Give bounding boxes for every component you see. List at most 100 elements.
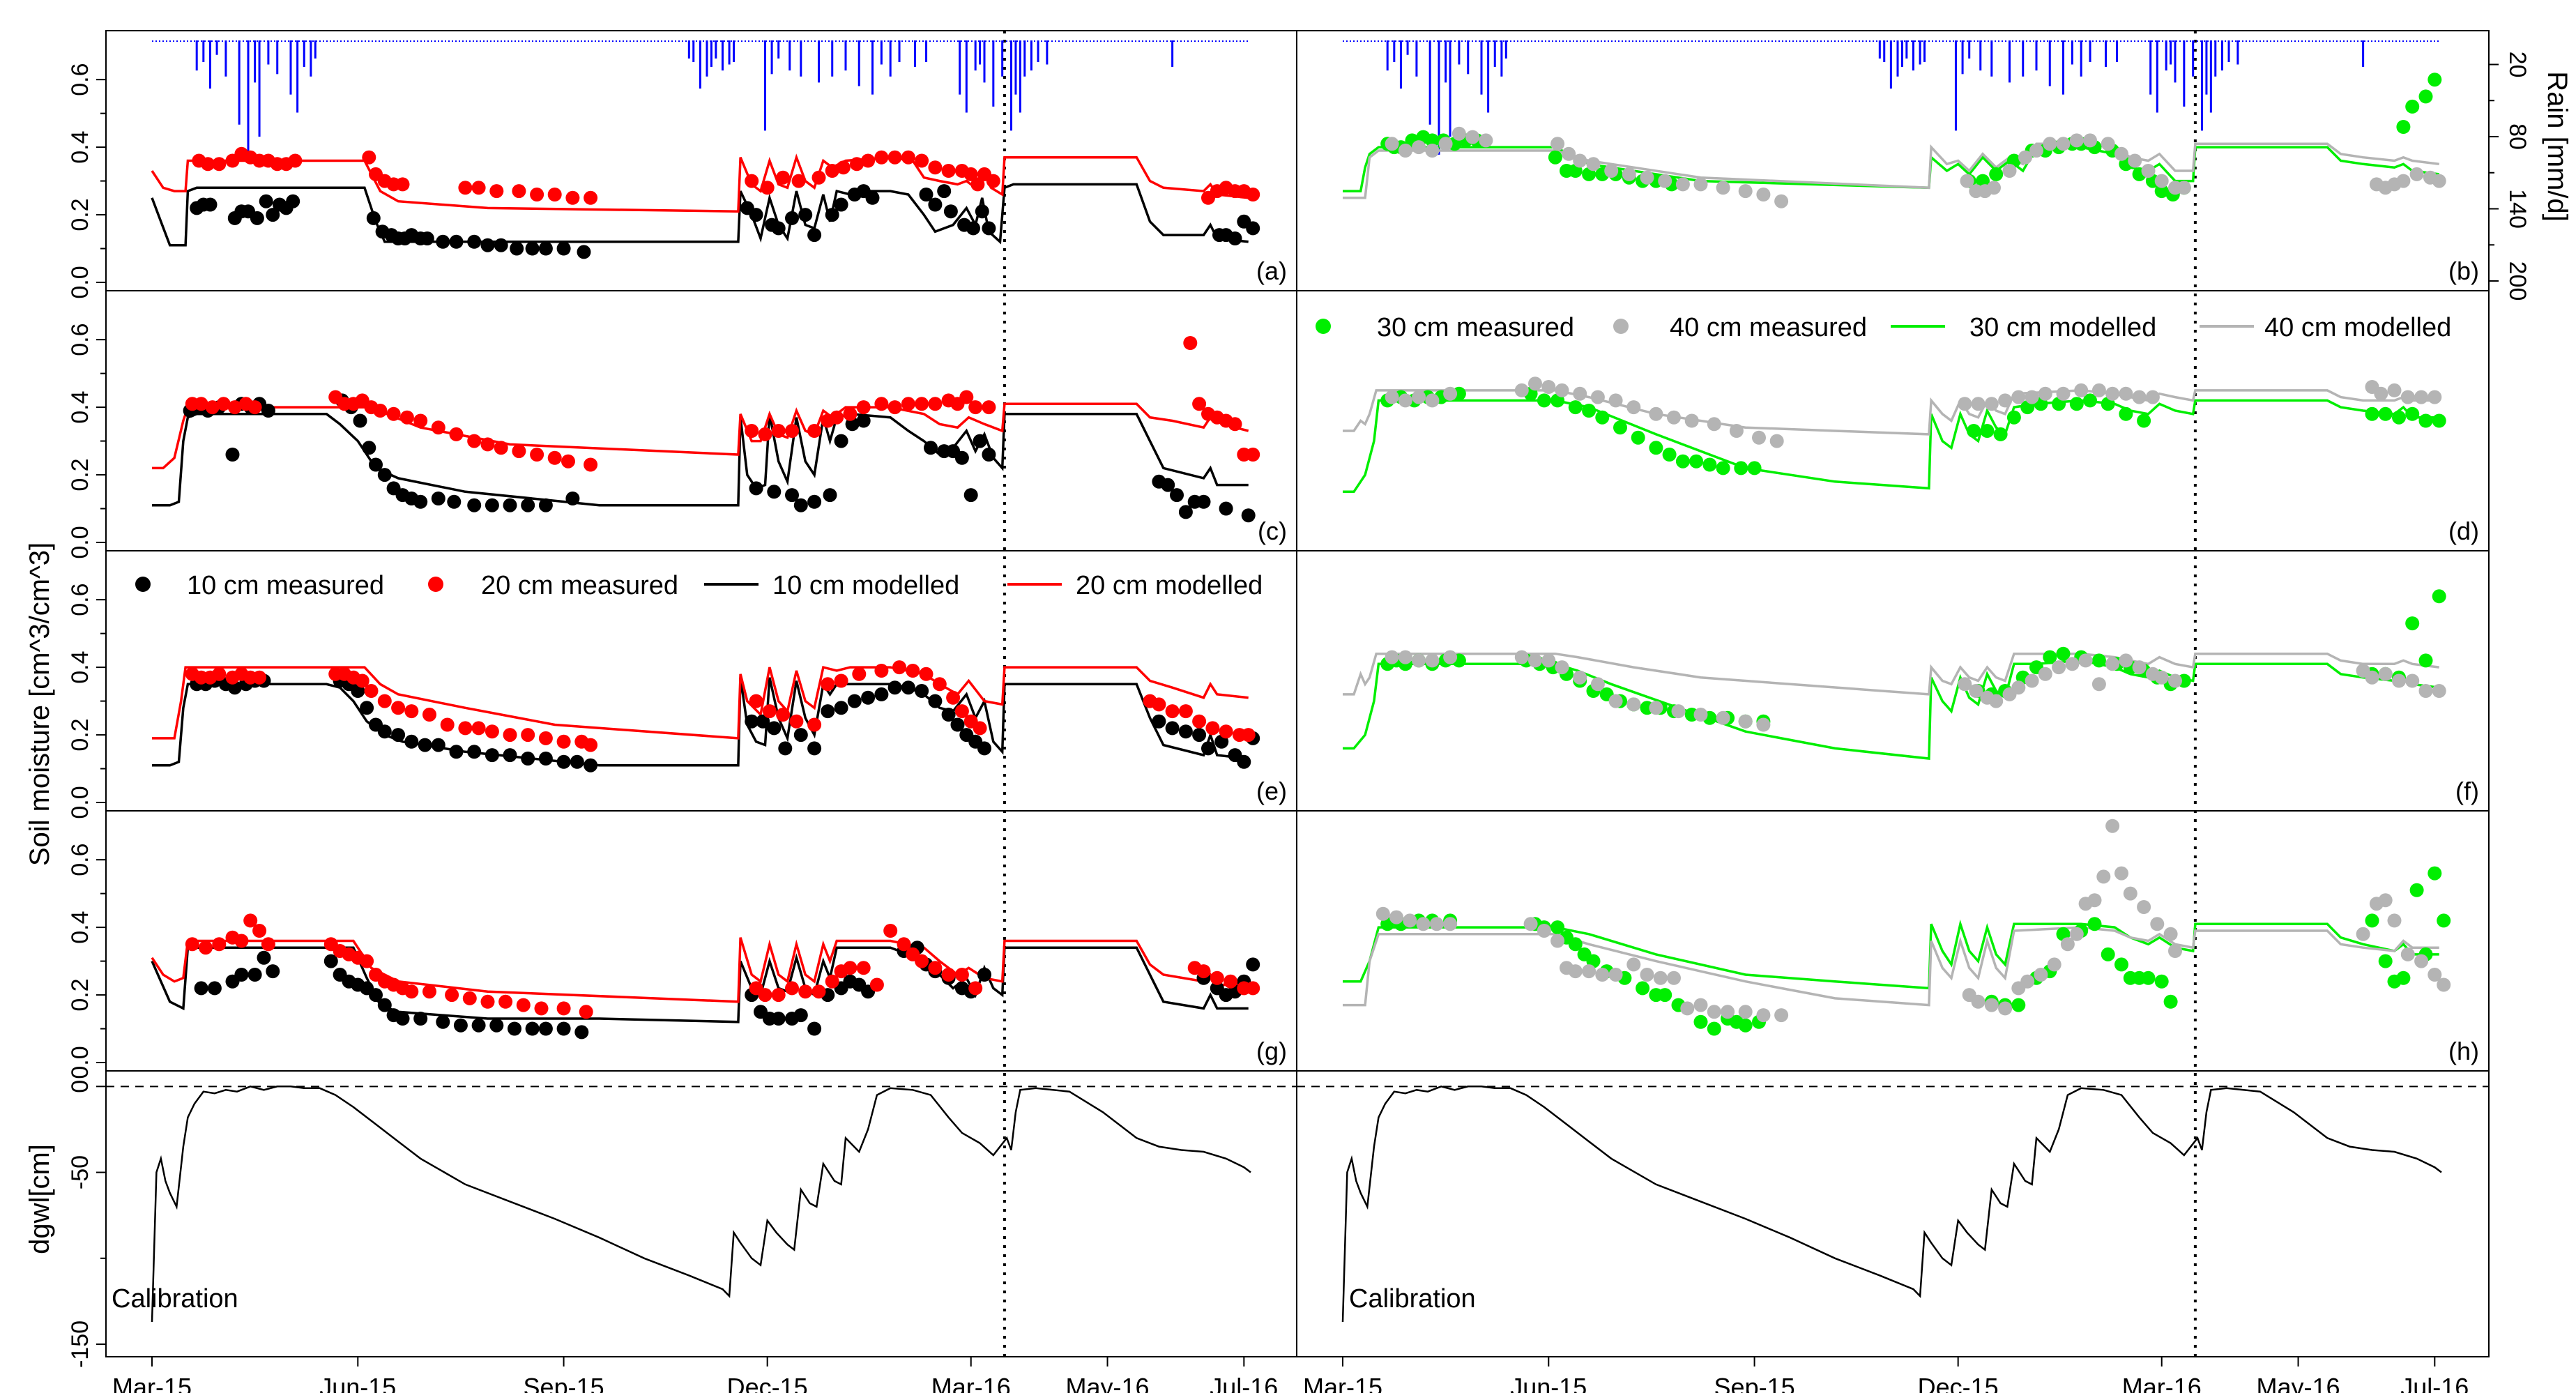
point-20-cm-measured: [901, 397, 915, 411]
point-10-cm-measured: [521, 498, 535, 512]
line-10-cm-modelled: [152, 413, 1249, 507]
point-40-cm-measured: [2087, 893, 2102, 908]
point-40-cm-measured: [2374, 386, 2388, 401]
point-20-cm-measured: [534, 1001, 549, 1016]
point-30-cm-measured: [2432, 413, 2446, 428]
point-30-cm-measured: [2091, 653, 2106, 668]
point-20-cm-measured: [547, 188, 562, 201]
point-10-cm-measured: [834, 434, 848, 448]
point-30-cm-measured: [1595, 410, 1610, 425]
point-40-cm-measured: [1693, 708, 1708, 722]
point-40-cm-measured: [2091, 677, 2106, 692]
panel-b: (b): [1343, 73, 2479, 285]
point-20-cm-measured: [431, 420, 445, 435]
point-40-cm-measured: [2154, 174, 2169, 188]
soil-ytick-label: 0.2: [67, 458, 93, 491]
point-40-cm-measured: [1680, 1001, 1695, 1016]
point-20-cm-measured: [212, 667, 227, 681]
point-40-cm-measured: [1984, 998, 1999, 1012]
point-40-cm-measured: [1398, 393, 1412, 408]
point-20-cm-measured: [360, 954, 374, 968]
point-40-cm-measured: [2105, 386, 2120, 401]
point-40-cm-measured: [2119, 386, 2133, 401]
point-20-cm-measured: [212, 157, 227, 172]
point-20-cm-measured: [843, 961, 858, 975]
x-tick-label: Sep-15: [524, 1373, 604, 1393]
point-40-cm-measured: [2018, 150, 2032, 165]
line-30-cm-modelled: [1343, 919, 2439, 990]
point-40-cm-measured: [1716, 710, 1730, 725]
point-10-cm-measured: [865, 190, 880, 205]
point-10-cm-measured: [225, 448, 240, 462]
point-10-cm-measured: [261, 404, 275, 418]
point-10-cm-measured: [856, 413, 871, 428]
panel-a: (a): [151, 146, 1287, 285]
point-10-cm-measured: [525, 241, 540, 256]
point-30-cm-measured: [2437, 913, 2451, 928]
point-20-cm-measured: [811, 984, 826, 999]
point-20-cm-measured: [449, 427, 464, 441]
x-tick-label: Mar-16: [2122, 1373, 2202, 1393]
point-40-cm-measured: [2052, 660, 2066, 675]
point-40-cm-measured: [2025, 673, 2039, 688]
plot-layer: 0.00.20.40.60.00.20.40.60.00.20.40.60.00…: [67, 30, 2531, 1393]
point-30-cm-measured: [1636, 981, 1650, 996]
point-20-cm-measured: [1196, 964, 1211, 979]
point-30-cm-measured: [2418, 413, 2433, 428]
point-40-cm-measured: [2396, 174, 2411, 188]
point-20-cm-measured: [1246, 981, 1260, 996]
point-40-cm-measured: [2150, 917, 2165, 931]
point-20-cm-measured: [946, 690, 961, 705]
point-40-cm-measured: [1998, 393, 2013, 408]
x-tick-label: Jun-15: [1510, 1373, 1587, 1393]
point-20-cm-measured: [399, 410, 414, 425]
legend-left: 10 cm measured 20 cm measured 10 cm mode…: [135, 571, 1263, 600]
point-20-cm-measured: [199, 941, 213, 955]
point-40-cm-measured: [1528, 653, 1542, 668]
point-40-cm-measured: [1989, 694, 2004, 708]
point-40-cm-measured: [1573, 386, 1587, 401]
x-tick-label: Sep-15: [1714, 1373, 1795, 1393]
point-40-cm-measured: [1555, 660, 1569, 675]
point-40-cm-measured: [1958, 397, 1972, 411]
point-20-cm-measured: [422, 984, 436, 999]
point-40-cm-measured: [1998, 1001, 2013, 1016]
panel-label: (h): [2448, 1037, 2479, 1065]
x-tick-label: May-16: [2257, 1373, 2340, 1393]
point-40-cm-measured: [1429, 917, 1444, 931]
point-10-cm-measured: [1246, 957, 1260, 972]
point-40-cm-measured: [2065, 657, 2080, 671]
point-10-cm-measured: [453, 1018, 468, 1033]
point-20-cm-measured: [489, 184, 504, 199]
point-40-cm-measured: [1438, 137, 1453, 151]
point-40-cm-measured: [1385, 650, 1399, 664]
point-30-cm-measured: [1649, 441, 1663, 455]
point-20-cm-measured: [227, 400, 242, 415]
point-40-cm-measured: [1590, 390, 1605, 404]
point-20-cm-measured: [512, 444, 526, 459]
point-20-cm-measured: [791, 174, 806, 188]
point-10-cm-measured: [377, 998, 392, 1012]
line-20-cm-modelled: [151, 937, 1249, 1003]
legend-label-10cm-modelled: 10 cm modelled: [772, 571, 959, 600]
point-20-cm-measured: [986, 174, 1000, 188]
point-40-cm-measured: [2074, 383, 2089, 397]
point-20-cm-measured: [521, 728, 535, 743]
point-20-cm-measured: [1228, 417, 1242, 432]
point-40-cm-measured: [2177, 181, 2191, 195]
point-20-cm-measured: [445, 988, 459, 1003]
point-40-cm-measured: [1416, 917, 1431, 931]
rain-ytick-label: 80: [2504, 123, 2531, 150]
dgwl-ytick-label: 0: [67, 1080, 93, 1093]
point-40-cm-measured: [2114, 146, 2128, 161]
point-40-cm-measured: [1774, 194, 1789, 208]
point-30-cm-measured: [1582, 404, 1596, 418]
point-40-cm-measured: [2163, 927, 2178, 941]
point-40-cm-measured: [1550, 934, 1565, 948]
point-20-cm-measured: [530, 188, 544, 201]
point-20-cm-measured: [422, 708, 436, 722]
point-10-cm-measured: [556, 1021, 571, 1036]
point-20-cm-measured: [462, 991, 477, 1005]
point-20-cm-measured: [440, 717, 455, 732]
point-10-cm-measured: [1246, 221, 1260, 236]
